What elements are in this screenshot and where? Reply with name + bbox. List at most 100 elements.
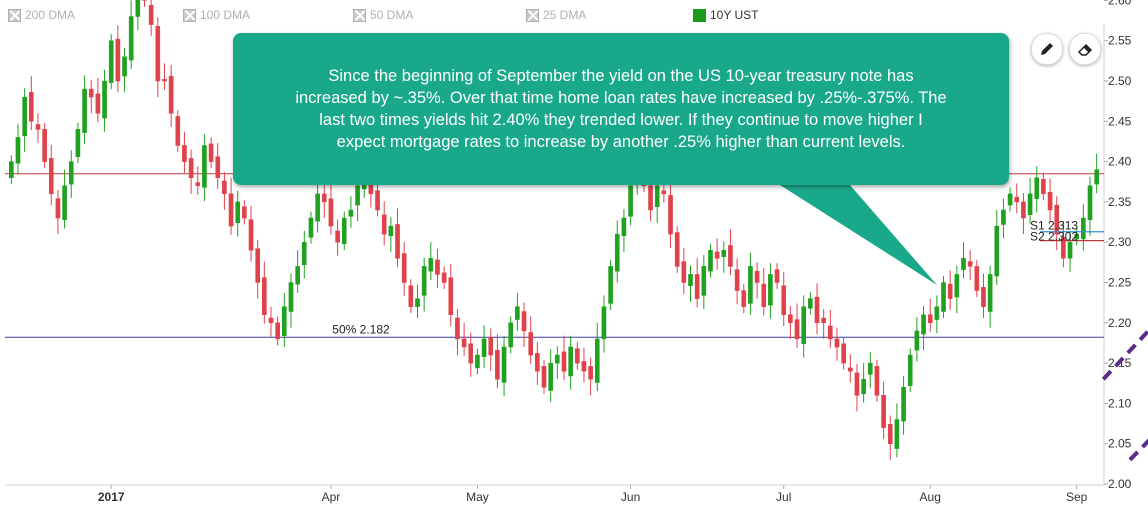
candle-body xyxy=(168,75,174,114)
candle-body xyxy=(981,287,986,307)
candle-body xyxy=(388,225,394,237)
legend-50dma[interactable]: 50 DMA xyxy=(353,6,413,24)
legend-25dma[interactable]: 25 DMA xyxy=(526,6,586,24)
support-level-label: S1 2.313 xyxy=(1030,219,1078,233)
candle-body xyxy=(555,354,560,364)
legend-10y-ust-label: 10Y UST xyxy=(710,8,759,22)
candle-body xyxy=(102,80,107,119)
candle-body xyxy=(814,296,820,324)
candle-body xyxy=(1007,193,1013,206)
candle-body xyxy=(348,209,354,217)
y-tick-label: 2.35 xyxy=(1108,195,1132,209)
pencil-icon xyxy=(1041,43,1053,55)
checkbox-unchecked-icon xyxy=(183,8,196,22)
y-tick-label: 2.25 xyxy=(1108,276,1132,290)
y-tick-label: 2.20 xyxy=(1108,316,1132,330)
candle-body xyxy=(135,0,141,17)
candle-body xyxy=(182,145,187,162)
candle-body xyxy=(15,137,21,164)
candle-body xyxy=(668,195,673,235)
annotation-callout: Since the beginning of September the yie… xyxy=(233,33,1009,185)
candle-body xyxy=(808,298,813,309)
candle-body xyxy=(202,145,207,188)
candle-body xyxy=(82,88,87,133)
legend-200dma[interactable]: 200 DMA xyxy=(8,6,75,24)
candle-body xyxy=(914,330,920,351)
candle-body xyxy=(901,387,906,422)
candle-body xyxy=(381,214,387,235)
checkbox-unchecked-icon xyxy=(526,8,539,22)
y-tick-label: 2.55 xyxy=(1108,34,1132,48)
candle-body xyxy=(88,88,94,98)
candle-body xyxy=(75,129,81,158)
draw-pen-button[interactable] xyxy=(1031,33,1063,65)
candle-body xyxy=(1034,177,1040,199)
legend-100dma-label: 100 DMA xyxy=(200,8,251,22)
y-tick-label: 2.45 xyxy=(1108,114,1132,128)
candle-body xyxy=(55,198,61,219)
candle-body xyxy=(854,372,860,396)
candle-body xyxy=(155,25,161,82)
candle-body xyxy=(495,349,500,380)
candle-body xyxy=(408,285,414,307)
candle-body xyxy=(654,185,660,207)
support-level-label: S2 2.302 xyxy=(1030,230,1078,244)
candle-body xyxy=(428,258,434,272)
candle-body xyxy=(974,266,980,291)
candle-body xyxy=(335,230,340,243)
x-tick-label: Jun xyxy=(621,490,640,504)
legend-10y-ust[interactable]: 10Y UST xyxy=(693,6,758,24)
candle-body xyxy=(1061,237,1066,259)
candle-body xyxy=(1001,209,1006,225)
candle-body xyxy=(115,38,121,82)
candle-body xyxy=(468,343,474,364)
candle-body xyxy=(994,225,1000,277)
candle-body xyxy=(435,259,440,275)
candle-body xyxy=(688,274,693,286)
candle-body xyxy=(375,190,380,211)
candle-body xyxy=(68,161,74,185)
candle-body xyxy=(535,353,540,372)
candle-body xyxy=(828,325,833,340)
candle-body xyxy=(967,261,973,267)
candle-body xyxy=(122,56,127,77)
candle-body xyxy=(588,366,593,380)
candle-body xyxy=(162,79,167,82)
eraser-button[interactable] xyxy=(1069,33,1101,65)
candle-body xyxy=(1094,169,1099,185)
candle-body xyxy=(62,185,67,220)
candle-body xyxy=(874,366,880,396)
candle-body xyxy=(694,274,700,299)
candle-body xyxy=(515,306,520,320)
candle-body xyxy=(488,337,494,356)
candle-body xyxy=(415,298,420,307)
candle-body xyxy=(341,217,347,245)
candle-body xyxy=(987,274,993,312)
candle-body xyxy=(934,306,940,320)
x-tick-label: Apr xyxy=(322,490,341,504)
candle-body xyxy=(728,245,733,267)
candle-body xyxy=(681,261,687,283)
candle-body xyxy=(761,283,767,307)
candle-body xyxy=(548,362,553,391)
candle-body xyxy=(475,354,480,369)
candle-body xyxy=(441,272,447,283)
candle-body xyxy=(288,282,294,312)
candle-body xyxy=(1027,193,1033,216)
candle-body xyxy=(242,206,247,219)
candle-body xyxy=(861,378,866,394)
fib-level-label: 50% 2.182 xyxy=(332,322,390,336)
candle-body xyxy=(395,224,400,259)
legend-100dma[interactable]: 100 DMA xyxy=(183,6,250,24)
x-tick-label: 2017 xyxy=(98,490,125,504)
candle-body xyxy=(301,241,307,266)
y-tick-label: 2.05 xyxy=(1108,437,1132,451)
candle-body xyxy=(774,269,780,283)
candle-body xyxy=(821,317,826,324)
candle-body xyxy=(887,424,893,444)
candle-body xyxy=(961,258,966,270)
candle-body xyxy=(401,253,407,283)
candle-body xyxy=(674,232,680,267)
candle-body xyxy=(1081,217,1086,240)
